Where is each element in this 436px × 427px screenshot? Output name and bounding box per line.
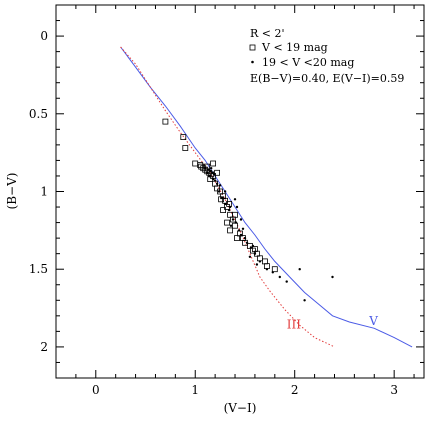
star-point-bright bbox=[249, 247, 256, 254]
star-point-faint bbox=[285, 280, 288, 283]
star-point-faint bbox=[227, 208, 231, 212]
star-point-faint bbox=[255, 263, 259, 266]
star-point-faint bbox=[243, 236, 247, 240]
star-point-bright bbox=[224, 219, 231, 226]
star-point-faint bbox=[239, 233, 243, 237]
star-point-faint bbox=[231, 218, 235, 221]
star-point-faint bbox=[251, 244, 255, 248]
legend-marker-dot bbox=[251, 60, 254, 64]
star-point-bright bbox=[210, 160, 217, 167]
star-point-faint bbox=[239, 218, 243, 221]
star-point-faint bbox=[237, 229, 241, 232]
y-tick-label: 1.5 bbox=[29, 262, 48, 276]
star-point-faint bbox=[213, 179, 217, 182]
star-point-faint bbox=[204, 167, 207, 170]
star-point-bright bbox=[197, 162, 204, 169]
star-point-bright bbox=[234, 235, 240, 242]
star-point-bright bbox=[214, 185, 221, 192]
star-point-faint bbox=[249, 246, 253, 249]
legend-line-bright: V < 19 mag bbox=[261, 41, 328, 54]
star-point-bright bbox=[192, 160, 199, 167]
star-point-bright bbox=[263, 263, 270, 270]
legend-line-faint: 19 < V <20 mag bbox=[262, 56, 354, 69]
labels-layer: V III bbox=[287, 314, 379, 331]
star-point-faint bbox=[303, 299, 306, 302]
star-point-bright bbox=[218, 196, 225, 203]
y-tick-label: 1 bbox=[40, 185, 48, 199]
star-point-faint bbox=[217, 190, 221, 193]
legend-line-reddening: E(B−V)=0.40, E(V−I)=0.59 bbox=[250, 72, 404, 85]
axis-ticks: 0 1 2 3 0 0.5 1 1.5 2 bbox=[29, 4, 424, 397]
x-tick-label: 0 bbox=[92, 383, 100, 397]
star-point-faint bbox=[245, 241, 249, 244]
curve-label-v: V bbox=[368, 314, 378, 328]
star-point-faint bbox=[210, 167, 213, 170]
curve-v bbox=[120, 46, 413, 348]
star-point-faint bbox=[215, 182, 219, 185]
x-tick-label: 3 bbox=[390, 383, 398, 397]
star-point-bright bbox=[198, 163, 205, 170]
legend-line-radius: R < 2' bbox=[250, 27, 285, 40]
star-point-faint bbox=[298, 268, 301, 271]
star-point-faint bbox=[258, 260, 262, 263]
points-layer bbox=[162, 118, 334, 302]
star-point-faint bbox=[208, 174, 211, 178]
star-point-bright bbox=[232, 222, 238, 229]
star-point-bright bbox=[251, 246, 258, 252]
star-point-faint bbox=[206, 171, 209, 174]
star-point-faint bbox=[271, 271, 274, 274]
star-point-faint bbox=[234, 221, 238, 224]
star-point-bright bbox=[261, 258, 268, 265]
y-tick-label: 0.5 bbox=[29, 107, 48, 121]
star-point-faint bbox=[212, 173, 216, 176]
curve-iii bbox=[120, 46, 335, 348]
star-point-faint bbox=[220, 196, 224, 199]
star-point-faint bbox=[223, 202, 227, 206]
legend-marker-open-square bbox=[249, 44, 256, 51]
x-tick-label: 1 bbox=[191, 383, 199, 397]
star-point-faint bbox=[218, 184, 222, 187]
star-point-bright bbox=[214, 169, 221, 176]
star-point-faint bbox=[229, 224, 233, 227]
x-tick-label: 2 bbox=[291, 383, 299, 397]
star-point-faint bbox=[331, 275, 334, 279]
star-point-faint bbox=[223, 190, 227, 193]
star-point-faint bbox=[228, 205, 232, 209]
curves-layer bbox=[120, 46, 413, 348]
star-point-bright bbox=[271, 266, 278, 273]
star-point-faint bbox=[241, 227, 245, 230]
star-point-bright bbox=[217, 188, 224, 195]
star-point-faint bbox=[211, 177, 215, 181]
star-point-faint bbox=[211, 171, 214, 174]
star-point-bright bbox=[227, 227, 234, 234]
star-point-bright bbox=[182, 145, 189, 151]
star-point-faint bbox=[207, 168, 210, 171]
curve-label-iii: III bbox=[287, 317, 301, 331]
y-tick-label: 2 bbox=[40, 340, 48, 354]
star-point-faint bbox=[209, 170, 212, 173]
star-point-faint bbox=[235, 205, 239, 209]
star-point-faint bbox=[253, 252, 257, 255]
star-point-bright bbox=[162, 118, 169, 125]
y-tick-label: 0 bbox=[40, 29, 48, 43]
legend: R < 2' V < 19 mag 19 < V <20 mag E(B−V)=… bbox=[249, 27, 404, 85]
star-point-faint bbox=[278, 275, 281, 279]
star-point-bright bbox=[220, 207, 227, 214]
star-point-faint bbox=[265, 268, 269, 271]
y-axis-title: (B−V) bbox=[5, 173, 19, 210]
star-point-faint bbox=[248, 255, 252, 258]
star-point-bright bbox=[180, 134, 187, 141]
star-point-bright bbox=[232, 211, 238, 218]
star-point-faint bbox=[233, 198, 237, 201]
x-axis-title: (V−I) bbox=[224, 401, 257, 415]
